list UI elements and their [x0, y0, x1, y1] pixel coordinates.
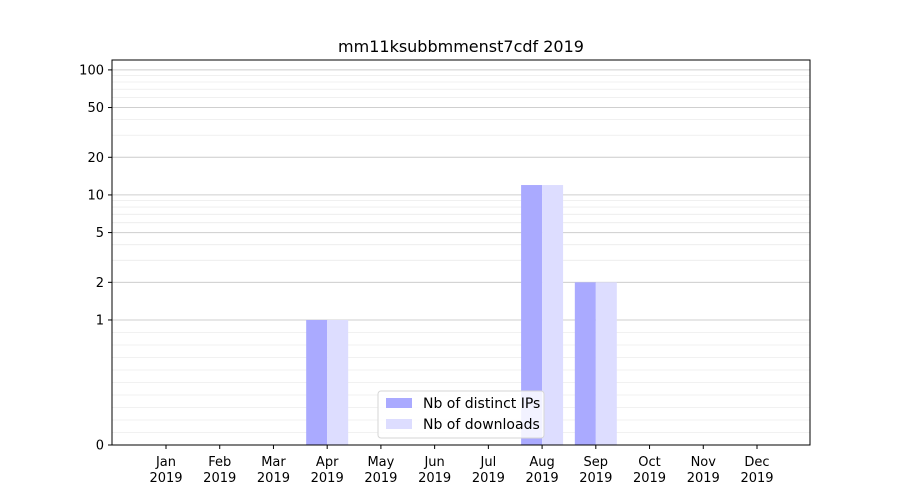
y-tick-label: 100: [79, 63, 104, 78]
legend: Nb of distinct IPs Nb of downloads: [377, 390, 545, 439]
x-tick-label-month: Oct: [638, 455, 660, 470]
y-tick-label: 5: [96, 226, 104, 241]
y-tick-label: 20: [87, 151, 104, 166]
x-tick-label-year: 2019: [203, 471, 236, 486]
x-tick-label-month: Jan: [155, 455, 176, 470]
legend-label: Nb of downloads: [423, 417, 540, 433]
legend-box: [377, 390, 545, 439]
bar-nb-of-downloads-apr: [327, 319, 349, 445]
x-tick-label-year: 2019: [418, 471, 451, 486]
x-tick-label-month: Nov: [691, 455, 717, 470]
chart-title: mm11ksubbmmenst7cdf 2019: [338, 37, 584, 56]
y-tick-label: 10: [87, 188, 104, 203]
x-tick-label-year: 2019: [579, 471, 612, 486]
legend-label: Nb of distinct IPs: [423, 396, 540, 412]
y-axis: 0 1 2 5 10 20 50 100: [79, 63, 112, 454]
x-tick-label-year: 2019: [257, 471, 290, 486]
x-tick-label-year: 2019: [364, 471, 397, 486]
x-tick-label-month: Jul: [480, 455, 497, 470]
grid: [112, 69, 810, 446]
x-tick-label-year: 2019: [149, 471, 182, 486]
x-tick-label-year: 2019: [526, 471, 559, 486]
bar-nb-of-downloads-sep: [595, 282, 617, 445]
legend-swatch: [386, 419, 412, 429]
y-tick-label: 1: [96, 313, 104, 328]
x-tick-label-month: Jun: [423, 455, 444, 470]
x-tick-label-month: Sep: [584, 455, 609, 470]
x-tick-label-month: May: [367, 455, 394, 470]
x-tick-label-year: 2019: [311, 471, 344, 486]
x-tick-label-year: 2019: [472, 471, 505, 486]
x-axis: Jan2019Feb2019Mar2019Apr2019May2019Jun20…: [149, 445, 774, 486]
y-tick-label: 0: [96, 439, 104, 454]
bar-nb-of-downloads-aug: [542, 185, 564, 445]
bar-nb-of-distinct-ips-sep: [574, 282, 596, 445]
x-tick-label-year: 2019: [740, 471, 773, 486]
x-tick-label-month: Aug: [529, 455, 554, 470]
bars: [306, 185, 617, 445]
x-tick-label-year: 2019: [687, 471, 720, 486]
y-tick-label: 2: [96, 276, 104, 291]
bar-nb-of-distinct-ips-aug: [521, 185, 543, 445]
legend-swatch: [386, 398, 412, 408]
x-tick-label-month: Mar: [261, 455, 286, 470]
x-tick-label-year: 2019: [633, 471, 666, 486]
x-tick-label-month: Apr: [316, 455, 339, 470]
x-tick-label-month: Feb: [208, 455, 231, 470]
y-tick-label: 50: [87, 101, 104, 116]
bar-nb-of-distinct-ips-apr: [306, 319, 328, 445]
plot-frame: [111, 59, 811, 446]
x-tick-label-month: Dec: [744, 455, 769, 470]
